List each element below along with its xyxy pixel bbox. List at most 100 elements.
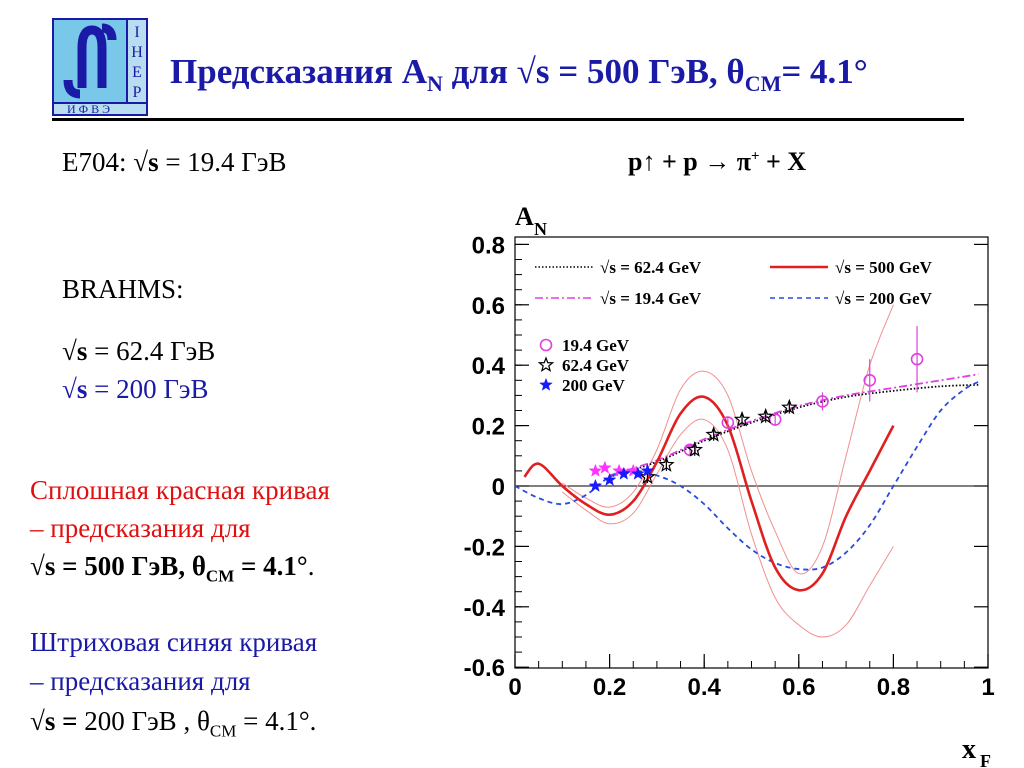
y-tick-label: 0.2 (472, 414, 505, 441)
data-point-19.4 (816, 395, 829, 408)
logo-arch-left (77, 25, 107, 88)
page-title: Предсказания AN для √s = 500 ГэВ, θCM= 4… (170, 52, 868, 97)
y-tick-label: 0.4 (472, 353, 506, 380)
red3-sub: CM (205, 566, 235, 586)
logo-bottom-band (52, 102, 148, 116)
line62-post: = 62.4 ГэВ (87, 336, 216, 366)
blue3-sub: CM (209, 721, 237, 741)
title-sub-cm: CM (744, 71, 782, 96)
line200-s: s (76, 374, 88, 404)
blue-note-line-2: – предсказания для (30, 666, 251, 696)
data-legend-marker (537, 356, 555, 373)
data-point-19.4 (721, 416, 735, 429)
x-tick-label: 0.6 (782, 674, 815, 701)
institute-logo: І Н Е Р ИФВЭ (52, 18, 148, 116)
data-point-19.4 (598, 460, 612, 474)
line200-post: = 200 ГэВ (87, 374, 209, 404)
title-divider (52, 118, 964, 121)
series-line-s624 (609, 383, 979, 478)
data-legend-label: 19.4 GeV (562, 336, 630, 355)
line62-s: s (76, 336, 88, 366)
data-legend-label: 200 GeV (562, 376, 626, 395)
data-point-62.4 (658, 456, 675, 472)
brahms-label: BRAHMS: (62, 274, 184, 304)
logo-bottom-text: ИФВЭ (67, 102, 113, 116)
logo-letter-2: Н (131, 44, 143, 61)
logo-letter-1: І (134, 24, 139, 41)
data-point-62.4 (686, 441, 704, 457)
x-tick-label: 0 (508, 674, 521, 701)
red3-dot: . (307, 551, 315, 581)
data-legend-marker (539, 338, 553, 352)
asymmetry-chart: 0.80.60.40.20-0.2-0.4-0.60 0.2 0.4 0.6 0.8 1A… (464, 202, 995, 768)
series-line-s500_band_upper (562, 304, 894, 575)
series-line-s200 (514, 381, 979, 571)
brahms-line-62: √s = 62.4 ГэВ (62, 336, 215, 367)
y-axis-label: A (515, 202, 534, 231)
brahms-line-200: √s = 200 ГэВ (62, 374, 209, 405)
series-line-s500_band_lower (561, 418, 894, 638)
data-legend-marker (539, 377, 553, 391)
x-axis-label: x (962, 734, 976, 765)
logo-hook-right (101, 23, 117, 41)
x-tick-label: 0.2 (593, 674, 626, 701)
data-point-19.4 (863, 374, 877, 387)
title-part-3: = 4.1° (781, 52, 868, 91)
y-tick-label: 0.8 (472, 232, 505, 259)
title-part-1: Предсказания A (170, 52, 427, 91)
logo-graphic: І Н Е Р ИФВЭ (52, 18, 148, 116)
blue3-mid: 200 ГэВ , θ (77, 706, 210, 736)
logo-letter-4: Р (133, 84, 142, 101)
legend-label-s500: √s = 500 GeV (835, 258, 933, 277)
x-tick-label: 0.8 (877, 674, 910, 701)
red3-post: = 4.1° (234, 551, 308, 581)
blue3-post: = 4.1°. (236, 706, 317, 736)
data-point-200 (602, 472, 617, 486)
e704-label: E704: √s = 19.4 ГэВ (62, 147, 287, 178)
e704-s: s (148, 147, 159, 177)
x-axis-label-sub: F (980, 751, 991, 768)
blue-note-line-1: Штриховая синяя кривая (30, 627, 318, 657)
logo-letter-3: Е (132, 64, 142, 81)
legend-label-s194: √s = 19.4 GeV (600, 289, 702, 308)
data-point-200 (640, 463, 655, 477)
e704-pre: E704: √ (62, 147, 149, 177)
line200-pre: √ (62, 374, 77, 404)
data-legend-label: 62.4 GeV (562, 356, 630, 375)
data-point-19.4 (683, 443, 697, 457)
legend-label-s624: √s = 62.4 GeV (600, 258, 702, 277)
data-point-62.4 (757, 407, 774, 424)
red-note-line-3: √s = 500 ГэВ, θCM = 4.1°. (30, 551, 314, 586)
legend-label-s200: √s = 200 GeV (835, 289, 933, 308)
y-tick-label: -0.6 (464, 655, 505, 682)
reaction-post: + X (759, 147, 807, 176)
data-point-62.4 (733, 410, 751, 427)
title-sub-n: N (427, 71, 443, 96)
data-point-62.4 (781, 398, 798, 415)
data-point-19.4 (910, 352, 924, 366)
y-axis-label-sub: N (534, 219, 547, 239)
series-line-s500 (523, 395, 895, 592)
reaction-sup: + (750, 148, 760, 165)
data-point-200 (588, 478, 603, 492)
line62-pre: √ (62, 336, 77, 366)
red-note-line-2: – предсказания для (30, 513, 251, 543)
red-note-line-1: Сплошная красная кривая (30, 475, 330, 505)
blue3-s: s = (44, 706, 78, 736)
data-point-200 (631, 466, 645, 480)
x-tick-label: 0.4 (688, 674, 722, 701)
red3-pre: √s = 500 ГэВ, θ (30, 551, 206, 581)
e704-post: = 19.4 ГэВ (158, 147, 287, 177)
blue3-pre: √ (30, 706, 45, 736)
data-point-19.4 (588, 463, 603, 477)
y-tick-label: 0.6 (472, 293, 505, 320)
x-tick-label: 1 (981, 674, 994, 701)
reaction-formula: p↑ + p → π+ + X (628, 147, 806, 177)
data-point-62.4 (705, 425, 722, 442)
y-tick-label: 0 (492, 474, 505, 501)
y-tick-label: -0.2 (464, 534, 505, 561)
series-line-s194 (609, 373, 979, 477)
y-tick-label: -0.4 (464, 595, 506, 622)
reaction-pre: p↑ + p → π (628, 147, 751, 176)
data-point-62.4 (639, 468, 656, 484)
